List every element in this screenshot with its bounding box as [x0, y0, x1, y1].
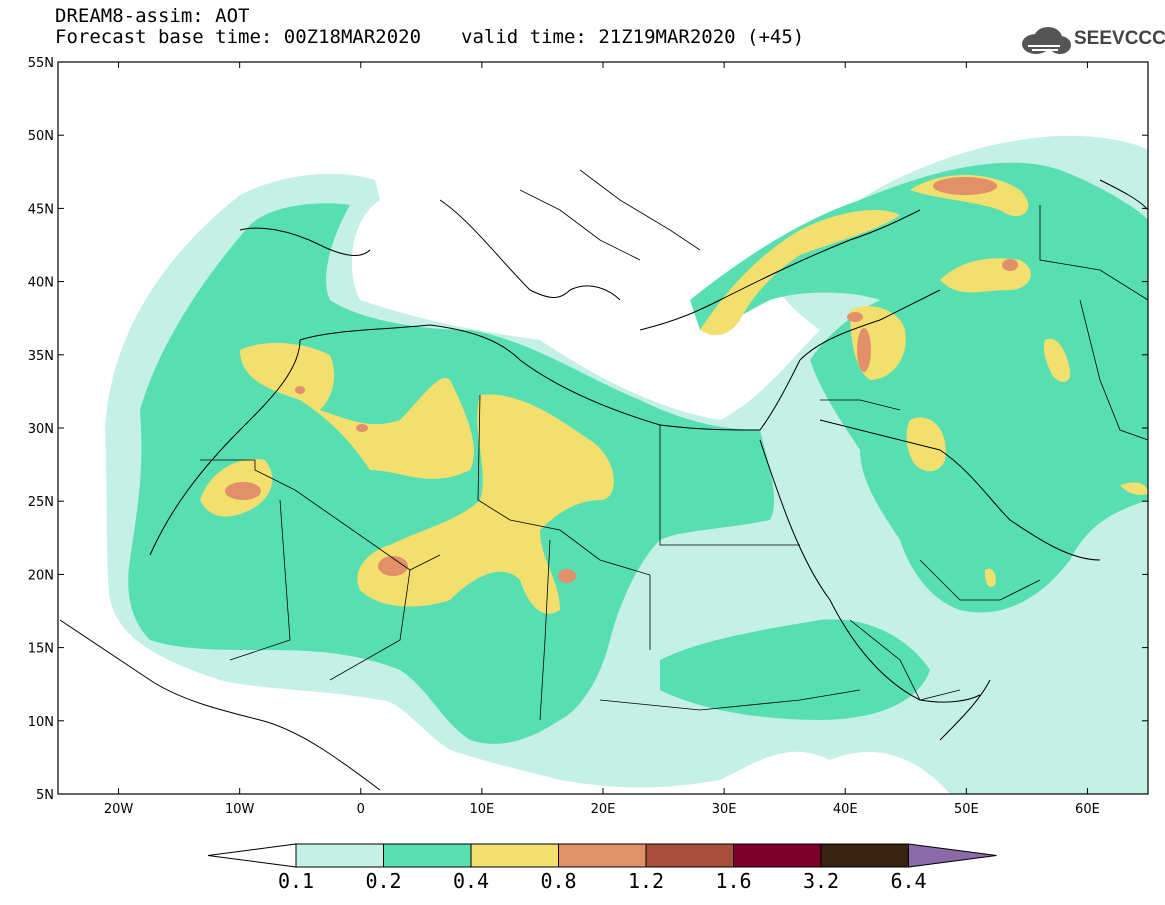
- colorbar-bin: [645, 843, 734, 868]
- latitude-axis: 55N 50N 45N 40N 35N 30N 25N 20N 15N 10N 5N: [28, 56, 1148, 803]
- colorbar-bin: [295, 843, 384, 868]
- lon-tick-label: 40E: [833, 802, 858, 817]
- lat-tick-label: 10N: [28, 715, 54, 730]
- colorbar-label: 0.1: [278, 869, 314, 893]
- lon-tick-label: 20E: [591, 802, 616, 817]
- lon-tick-label: 60E: [1075, 802, 1100, 817]
- lat-tick-label: 45N: [28, 202, 54, 217]
- colorbar: 0.1 0.2 0.4 0.8 1.2 1.6 3.2 6.4: [207, 843, 997, 893]
- colorbar-label: 0.8: [540, 869, 576, 893]
- colorbar-bin: [733, 843, 822, 868]
- map-time-info: Forecast base time: 00Z18MAR2020 valid ti…: [55, 27, 804, 47]
- colorbar-label: 3.2: [803, 869, 839, 893]
- aot-field: [59, 135, 1148, 794]
- lon-tick-label: 0: [357, 802, 365, 817]
- country-borders: [200, 169, 1148, 721]
- colorbar-low-arrow: [207, 843, 297, 868]
- valid-time-label: valid time: 21Z19MAR2020 (+45): [461, 26, 805, 48]
- lat-tick-label: 20N: [28, 568, 54, 583]
- colorbar-bin: [558, 843, 647, 868]
- longitude-axis: 20W 10W 0 10E 20E 30E 40E 50E 60E: [104, 62, 1100, 817]
- map-title: DREAM8-assim: AOT: [55, 5, 250, 27]
- lon-tick-label: 10W: [225, 802, 255, 817]
- lon-tick-label: 50E: [954, 802, 979, 817]
- lon-tick-label: 20W: [104, 802, 134, 817]
- lat-tick-label: 25N: [28, 495, 54, 510]
- lon-tick-label: 10E: [470, 802, 495, 817]
- lat-tick-label: 35N: [28, 349, 54, 364]
- lat-tick-label: 15N: [28, 642, 54, 657]
- colorbar-high-arrow: [908, 843, 997, 868]
- logo-text: SEEVCCC: [1074, 28, 1165, 49]
- seevccc-logo: SEEVCCC: [1018, 24, 1165, 58]
- cloud-logo-icon: [1022, 27, 1071, 54]
- colorbar-label: 1.6: [715, 869, 751, 893]
- colorbar-label: 0.2: [365, 869, 401, 893]
- colorbar-bin: [820, 843, 909, 868]
- base-time-label: Forecast base time: 00Z18MAR2020: [55, 26, 422, 48]
- lon-tick-label: 30E: [712, 802, 737, 817]
- colorbar-bin: [383, 843, 472, 868]
- lat-tick-label: 50N: [28, 129, 54, 144]
- lat-tick-label: 55N: [28, 56, 54, 71]
- lat-tick-label: 5N: [36, 788, 54, 803]
- coastlines: [59, 179, 1148, 791]
- colorbar-label: 1.2: [628, 869, 664, 893]
- colorbar-label: 6.4: [890, 869, 926, 893]
- lat-tick-label: 30N: [28, 422, 54, 437]
- colorbar-bin: [470, 843, 559, 868]
- colorbar-label: 0.4: [453, 869, 489, 893]
- lat-tick-label: 40N: [28, 276, 54, 291]
